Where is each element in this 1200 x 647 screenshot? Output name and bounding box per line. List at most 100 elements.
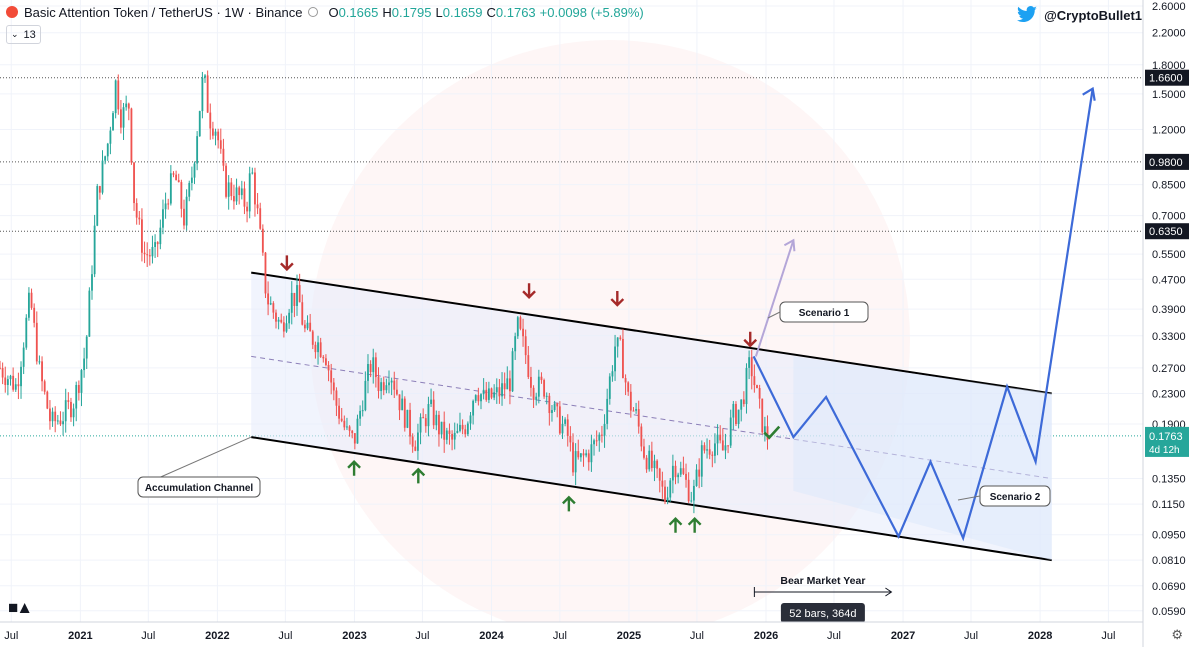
twitter-handle: @CryptoBullet1	[1044, 7, 1142, 23]
candle-body	[154, 242, 156, 247]
candle-body	[359, 410, 362, 419]
time-axis-background	[0, 622, 1200, 647]
channel-lower-line	[251, 436, 1052, 562]
candle-body	[214, 131, 217, 136]
y-tick-label: 0.1350	[1152, 474, 1186, 486]
level-price-label: 1.6600	[1149, 73, 1183, 85]
candle-body	[377, 377, 380, 392]
candle-body	[385, 385, 388, 391]
candle-body	[91, 274, 93, 291]
candle-body	[753, 376, 756, 386]
candle-body	[714, 443, 716, 456]
buy-arrow-icon	[668, 517, 683, 533]
candle-body	[114, 80, 117, 114]
candle-body	[83, 358, 86, 371]
candle-body	[317, 342, 319, 353]
candle-body	[498, 387, 501, 397]
symbol-title[interactable]: Basic Attention Token / TetherUS · 1W · …	[24, 4, 303, 20]
candle-body	[238, 187, 241, 196]
candle-body	[419, 417, 422, 433]
candle-body	[141, 219, 143, 253]
candle-body	[330, 370, 333, 383]
signal-arrows	[280, 255, 781, 533]
candle-body	[745, 367, 748, 405]
scenario2-callout: Scenario 2	[979, 485, 1051, 507]
candle-body	[485, 389, 488, 400]
candle-body	[556, 403, 559, 407]
open-value: 0.1665	[338, 4, 379, 20]
candle-body	[243, 188, 246, 207]
candle-body	[156, 242, 159, 245]
high-value: 0.1795	[391, 4, 432, 20]
candle-body	[190, 177, 193, 183]
candle-body	[600, 434, 603, 436]
candle-body	[566, 419, 569, 436]
candle-body	[343, 420, 346, 428]
candle-body	[296, 285, 298, 306]
candle-body	[435, 414, 438, 426]
indicator-count: 13	[23, 28, 36, 41]
low-label: L	[435, 4, 443, 20]
candle-body	[611, 371, 614, 377]
candle-body	[254, 172, 256, 205]
candle-body	[406, 409, 409, 428]
candle-body	[401, 398, 404, 411]
candle-body	[532, 387, 535, 400]
candle-body	[616, 337, 619, 347]
candle-body	[51, 411, 54, 422]
candle-body	[246, 206, 248, 212]
candle-body	[619, 337, 622, 339]
candle-body	[477, 395, 480, 402]
candle-body	[367, 364, 369, 381]
candle-body	[409, 409, 411, 437]
candle-body	[614, 346, 616, 372]
candle-body	[269, 303, 272, 305]
candle-body	[587, 453, 590, 463]
bars-measure-label: 52 bars, 364d	[789, 608, 856, 620]
close-label: C	[486, 4, 496, 20]
candle-body	[348, 426, 351, 431]
candle-body	[251, 172, 254, 174]
candle-body	[1, 368, 4, 378]
x-tick-label: Jul	[4, 630, 18, 642]
candle-body	[569, 435, 572, 443]
candle-body	[417, 432, 419, 451]
candle-body	[351, 430, 354, 434]
candle-body	[643, 446, 645, 458]
candle-body	[598, 434, 601, 441]
candle-body	[574, 451, 577, 473]
candle-body	[595, 440, 598, 442]
candle-body	[12, 375, 15, 390]
indicator-toggle[interactable]: ⌄ 13	[6, 25, 41, 44]
candle-body	[46, 391, 49, 409]
candle-body	[524, 336, 527, 356]
candle-body	[80, 370, 83, 393]
candle-body	[414, 446, 417, 451]
y-tick-label: 0.1150	[1152, 499, 1185, 511]
candle-body	[719, 434, 722, 441]
candle-body	[30, 292, 33, 308]
gear-icon[interactable]: ⚙	[1171, 627, 1183, 642]
candle-body	[56, 420, 59, 422]
candle-body	[687, 479, 690, 502]
candle-body	[577, 451, 580, 458]
candle-body	[582, 453, 585, 456]
candle-body	[703, 445, 706, 451]
x-tick-label: Jul	[1101, 630, 1115, 642]
candle-body	[658, 468, 661, 481]
candle-body	[85, 336, 88, 359]
candle-body	[735, 403, 737, 425]
current-price-tag	[1145, 426, 1189, 457]
candle-body	[766, 426, 769, 440]
change-value: +0.0098 (+5.89%)	[539, 4, 644, 20]
candle-body	[519, 317, 522, 329]
x-tick-label: Jul	[553, 630, 567, 642]
candle-body	[474, 395, 477, 401]
candle-body	[451, 433, 454, 440]
candle-body	[201, 77, 204, 112]
x-tick-label: 2026	[754, 630, 778, 642]
x-tick-label: Jul	[415, 630, 429, 642]
candle-body	[104, 156, 107, 161]
candle-body	[548, 395, 551, 414]
